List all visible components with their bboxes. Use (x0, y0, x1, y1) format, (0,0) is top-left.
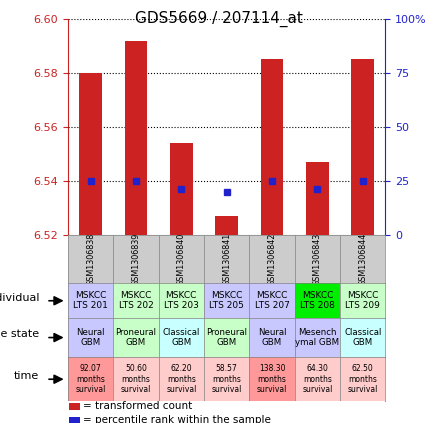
Text: 62.50
months
survival: 62.50 months survival (348, 364, 378, 394)
Bar (215, 216, 238, 235)
Bar (70, 417, 80, 423)
Bar (170, 143, 193, 235)
Text: GSM1306840: GSM1306840 (177, 233, 186, 286)
Text: disease state: disease state (0, 330, 39, 339)
Text: MSKCC
LTS 208: MSKCC LTS 208 (300, 291, 335, 310)
Text: GSM1306844: GSM1306844 (358, 233, 367, 286)
Text: GSM1306841: GSM1306841 (222, 233, 231, 286)
Text: MSKCC
LTS 203: MSKCC LTS 203 (164, 291, 199, 310)
Text: Proneural
GBM: Proneural GBM (206, 328, 247, 347)
Text: MSKCC
LTS 205: MSKCC LTS 205 (209, 291, 244, 310)
Text: 92.07
months
survival: 92.07 months survival (75, 364, 106, 394)
Text: = transformed count: = transformed count (83, 401, 192, 411)
Bar (306, 162, 329, 235)
Text: individual: individual (0, 293, 39, 303)
Text: Neural
GBM: Neural GBM (76, 328, 105, 347)
Text: Neural
GBM: Neural GBM (258, 328, 286, 347)
Text: GSM1306839: GSM1306839 (131, 232, 141, 286)
Text: Classical
GBM: Classical GBM (344, 328, 381, 347)
Text: 138.30
months
survival: 138.30 months survival (257, 364, 287, 394)
Bar (261, 60, 283, 235)
Text: MSKCC
LTS 209: MSKCC LTS 209 (345, 291, 380, 310)
Text: GSM1306838: GSM1306838 (86, 233, 95, 286)
Text: 50.60
months
survival: 50.60 months survival (121, 364, 151, 394)
Text: Proneural
GBM: Proneural GBM (116, 328, 156, 347)
Text: 64.30
months
survival: 64.30 months survival (302, 364, 332, 394)
Text: GSM1306843: GSM1306843 (313, 233, 322, 286)
Text: = percentile rank within the sample: = percentile rank within the sample (83, 415, 271, 423)
Text: MSKCC
LTS 202: MSKCC LTS 202 (119, 291, 153, 310)
Text: 58.57
months
survival: 58.57 months survival (212, 364, 242, 394)
Bar (79, 73, 102, 235)
Text: GDS5669 / 207114_at: GDS5669 / 207114_at (135, 11, 303, 27)
Text: time: time (14, 371, 39, 381)
Bar (124, 41, 147, 235)
Text: MSKCC
LTS 207: MSKCC LTS 207 (254, 291, 290, 310)
Text: 62.20
months
survival: 62.20 months survival (166, 364, 197, 394)
Text: GSM1306842: GSM1306842 (268, 232, 276, 286)
Text: MSKCC
LTS 201: MSKCC LTS 201 (73, 291, 108, 310)
Bar (70, 403, 80, 410)
Text: Mesench
ymal GBM: Mesench ymal GBM (295, 328, 339, 347)
Bar (351, 60, 374, 235)
Text: Classical
GBM: Classical GBM (162, 328, 200, 347)
